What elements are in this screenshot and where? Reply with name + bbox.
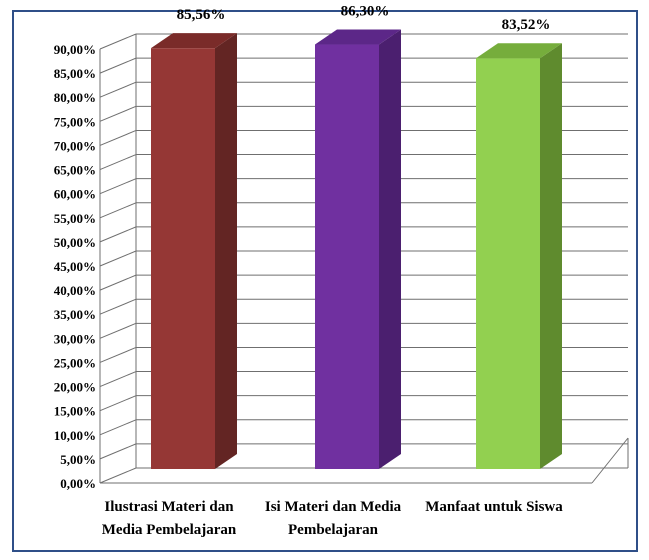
data-labels: 85,56% 86,30% 83,52%: [177, 4, 551, 34]
y-tick-label: 20,00%: [54, 380, 96, 395]
y-tick-label: 55,00%: [54, 211, 96, 226]
y-tick-label: 45,00%: [54, 259, 96, 274]
gridline-side: [99, 371, 137, 388]
y-tick-label: 30,00%: [54, 331, 96, 346]
bar-top-face: [151, 33, 237, 49]
category-label-line: Isi Materi dan Media: [265, 499, 402, 515]
y-tick-label: 15,00%: [54, 404, 96, 419]
gridline-side: [99, 178, 137, 195]
category-label-line: Pembelajaran: [288, 522, 379, 538]
gridline-side: [99, 33, 137, 50]
y-tick-label: 80,00%: [54, 90, 96, 105]
category-label-line: Manfaat untuk Siswa: [425, 499, 563, 515]
y-tick-label: 90,00%: [54, 42, 96, 57]
data-label: 83,52%: [502, 17, 551, 33]
data-label: 85,56%: [177, 7, 226, 23]
gridline-side: [99, 419, 137, 436]
gridline-side: [99, 250, 137, 267]
y-tick-label: 5,00%: [60, 452, 96, 467]
gridline-side: [99, 274, 137, 291]
gridline-side: [99, 226, 137, 243]
category-label: Ilustrasi Materi dan Media Pembelajaran: [102, 499, 237, 538]
gridline-side: [99, 105, 137, 122]
bar-top-face: [315, 29, 401, 45]
gridline-side: [99, 129, 137, 146]
gridline-side: [99, 298, 137, 315]
y-tick-label: 65,00%: [54, 163, 96, 178]
gridline-side: [99, 395, 137, 412]
bar: [476, 43, 562, 469]
x-axis-category-labels: Ilustrasi Materi dan Media Pembelajaran Is…: [102, 499, 564, 538]
category-label: Manfaat untuk Siswa: [425, 499, 563, 515]
y-axis-tick-labels: 0,00% 5,00% 10,00% 15,00% 20,00% 25,00% 30,00%…: [54, 42, 96, 491]
gridline-side: [99, 346, 137, 363]
y-tick-label: 10,00%: [54, 428, 96, 443]
bar-front-face: [476, 58, 540, 469]
y-tick-label: 0,00%: [60, 476, 96, 491]
bars: [151, 29, 562, 470]
bar: [151, 33, 237, 470]
gridline-side: [99, 202, 137, 219]
gridline-side: [99, 57, 137, 74]
y-tick-label: 25,00%: [54, 355, 96, 370]
bar-side-face: [215, 33, 237, 470]
gridline-side: [99, 467, 137, 484]
y-tick-label: 85,00%: [54, 66, 96, 81]
y-tick-label: 75,00%: [54, 114, 96, 129]
bar-side-face: [540, 43, 562, 469]
category-label: Isi Materi dan Media Pembelajaran: [265, 499, 402, 538]
category-label-line: Media Pembelajaran: [102, 522, 237, 538]
y-tick-label: 35,00%: [54, 307, 96, 322]
y-tick-label: 50,00%: [54, 235, 96, 250]
bar-front-face: [315, 44, 379, 469]
gridline-side: [99, 154, 137, 171]
gridline-side: [99, 322, 137, 339]
y-tick-label: 60,00%: [54, 187, 96, 202]
gridline-side: [99, 81, 137, 98]
y-tick-label: 70,00%: [54, 138, 96, 153]
y-tick-label: 40,00%: [54, 283, 96, 298]
gridline-side: [99, 443, 137, 460]
bar-front-face: [151, 48, 215, 470]
category-label-line: Ilustrasi Materi dan: [104, 499, 234, 515]
bar-side-face: [379, 29, 401, 469]
data-label: 86,30%: [341, 4, 390, 20]
floor-right-edge: [591, 437, 629, 484]
bar: [315, 29, 401, 469]
bar-top-face: [476, 43, 562, 59]
